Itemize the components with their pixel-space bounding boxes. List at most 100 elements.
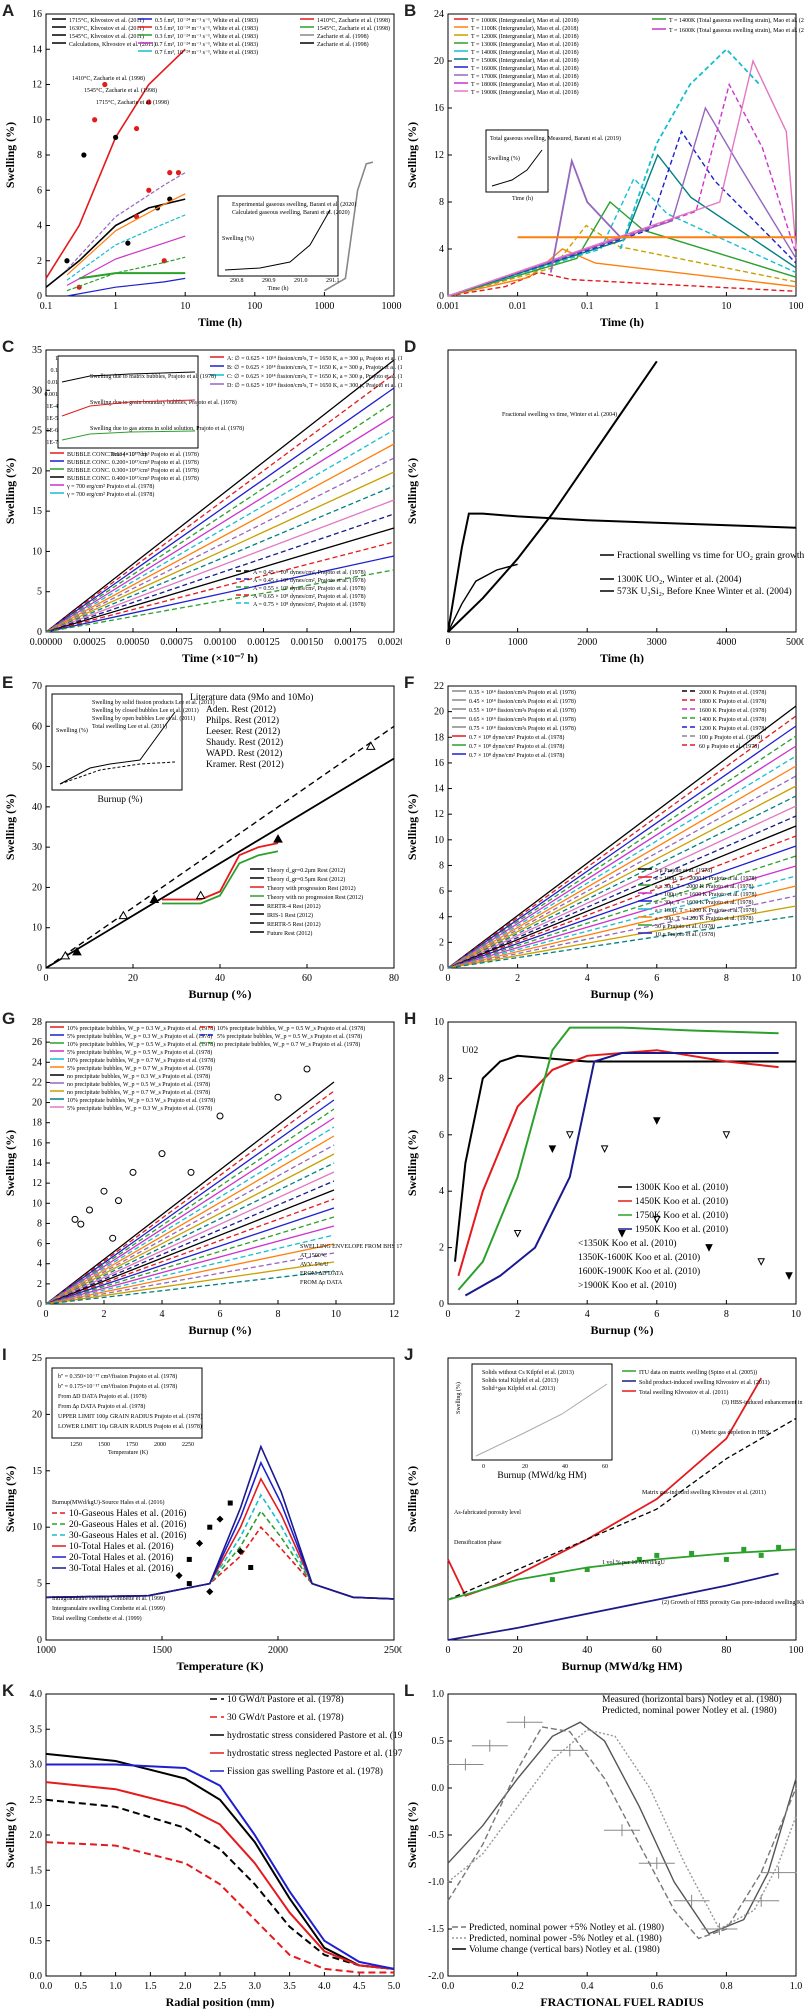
x-tick-label: 100 [789,1645,804,1656]
legend-entry: 1545°C, Zacharie et al. (1998) [317,25,390,32]
y-tick-label: 26 [32,1037,42,1048]
y-tick-label: 28 [32,1017,42,1028]
series-line [447,765,797,969]
legend-entry: a = 30μ, T = 2000 K Prajoto et al. (1978… [655,883,754,890]
series-line [619,48,761,250]
legend-entry: a = 30μ, T = 1200 K Prajoto et al. (1978… [655,915,754,922]
y-tick-label: 12 [434,809,444,820]
x-tick-label: 3.0 [249,1981,262,1992]
y-axis-label: Swelling (%) [3,794,17,860]
legend-entry: 0.7 × 10⁸ dyne/cm² Prajoto et al. (1978) [469,743,564,750]
x-axis-label: Burnup (%) [188,987,251,1001]
x-tick-label: 40 [582,1645,592,1656]
legend-entry: 1300K UO₂, Winter et al. (2004) [617,574,741,585]
legend-entry: BUBBLE CONC. 0.200×10¹⁷/cm³ Prajoto et a… [67,459,199,466]
x-tick-label: 3.5 [283,1981,296,1992]
legend-entry: BUBBLE CONC. 0.400×10¹⁷/cm³ Prajoto et a… [67,475,199,482]
series-line [447,725,797,969]
x-tick-label: 0.00025 [73,637,106,648]
x-tick-label: 4 [585,973,590,984]
y-axis-label: Swelling (%) [405,458,419,524]
x-tick-label: 1000 [508,637,528,648]
x-tick-label: 6 [218,1309,223,1320]
inset-legend: Solid+gas Kilpfel et al. (2013) [482,1385,555,1392]
series-line [447,875,797,969]
inset-legend: b'' = 0.350×10⁻¹⁷ cm³/fission Prajoto et… [58,1373,177,1380]
series-line [45,1180,335,1305]
inset-xlabel: Time (h) [512,195,533,202]
annotation: (3) HBS-induced enhancement in pellet sw… [722,1399,804,1406]
inset-tick: 1E-5 [46,416,58,422]
x-tick-label: 8 [724,973,729,984]
legend-entry: T = 1500K (Intergranular), Mao et al. (2… [471,57,579,64]
legend-entry: <1350K Koo et al. (2010) [578,1238,677,1249]
inset-tick: 291.0 [294,278,308,284]
y-tick-label: 60 [32,721,42,732]
x-tick-label: 10 [791,1309,801,1320]
chart-d: D 0 1000 2000 3000 4000 5000 Time (h) Swelling (… [404,337,804,665]
series-line [45,1171,335,1305]
y-tick-label: 24 [434,9,444,20]
y-tick-label: 10 [434,1017,444,1028]
series-line [45,527,395,633]
series-line [45,757,395,969]
inset-ylabel: Swelling (%) [56,727,88,734]
y-tick-label: 16 [32,1138,42,1149]
series-line [45,1108,335,1305]
inset-legend: Swelling by open bubbles Lee et al. (201… [92,715,195,722]
legend-entry: no precipitate bubbles, W_p = 0.7 W_s Pr… [67,1089,210,1096]
y-axis-label: Swelling (%) [405,794,419,860]
series-line [447,785,797,969]
panel-label-a: A [2,1,14,20]
legend-entry: Total swelling Combette et al. (1999) [52,1615,142,1622]
series-line [45,1841,394,1974]
inset-tick: 0.001 [45,392,59,398]
y-tick-label: 0 [37,963,42,974]
x-tick-label: 20 [513,1645,523,1656]
data-point [206,1588,214,1596]
x-tick-label: 0 [446,973,451,984]
series-line [447,755,797,969]
y-tick-label: 20 [32,466,42,477]
legend-entry: 10% precipitate bubbles, W_p = 0.3 W_s P… [67,1025,215,1032]
x-tick-label: 8 [276,1309,281,1320]
legend-entry: >1900K Koo et al. (2010) [578,1280,677,1291]
legend-entry: Philps. Rest (2012) [206,715,279,726]
series-line [447,865,797,969]
series-line [447,563,518,633]
data-point [125,240,131,246]
inset-tick: 290.8 [230,278,244,284]
inset-tick: 40 [562,1464,568,1470]
x-tick-label: 0.4 [581,1981,594,1992]
annotation: 1 vol.% per 10 MWd/kgU [602,1560,665,1566]
y-tick-label: 0 [37,1299,42,1310]
legend-entry: 0.55 × 10¹⁴ fission/cm²s Prajoto et al. … [469,707,576,714]
plot-frame [45,1357,395,1641]
series-line [447,1721,797,1935]
series-line [447,735,797,969]
data-point [146,99,152,105]
data-point [248,1564,254,1570]
y-axis-label: Swelling (%) [405,1466,419,1532]
series-line [447,248,797,297]
y-tick-label: 5 [37,1579,42,1590]
y-tick-label: 10 [32,1522,42,1533]
legend-entry: B: ∅ = 0.625 × 10¹⁴ fission/cm²s, T = 16… [227,364,402,371]
y-tick-label: 0 [439,291,444,302]
x-tick-label: 0.00150 [291,637,324,648]
data-point [565,1131,574,1139]
legend-entry: a = 100μ, T = 2000 K Prajoto et al. (197… [655,875,757,882]
inset-line [61,430,196,441]
series-line [447,129,797,297]
y-tick-label: 2.5 [30,1795,43,1806]
legend-entry: 0.7 f.m³, 10⁻²⁴ m⁻¹ s⁻¹, White et al. (1… [155,49,258,56]
x-tick-label: 0.00125 [247,637,280,648]
x-tick-label: 2500 [384,1645,402,1656]
panel-label-i: I [2,1345,7,1364]
y-tick-label: 2 [37,1279,42,1290]
data-point [195,1539,204,1547]
y-tick-label: 14 [32,44,42,55]
legend-entry: Zacharie et al. (1998) [317,41,369,48]
x-tick-label: 0.1 [40,301,53,312]
